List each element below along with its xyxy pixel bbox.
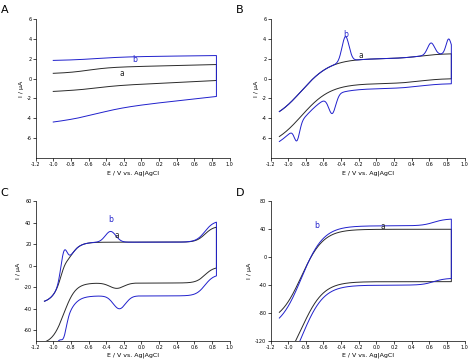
Y-axis label: I / μA: I / μA <box>19 80 24 96</box>
X-axis label: E / V vs. Ag|AgCl: E / V vs. Ag|AgCl <box>342 170 393 176</box>
X-axis label: E / V vs. Ag|AgCl: E / V vs. Ag|AgCl <box>107 353 159 359</box>
Text: b: b <box>343 29 348 39</box>
Y-axis label: I / μA: I / μA <box>247 263 253 279</box>
Text: b: b <box>315 221 319 230</box>
Text: D: D <box>236 188 244 198</box>
Text: b: b <box>133 55 137 64</box>
X-axis label: E / V vs. Ag|AgCl: E / V vs. Ag|AgCl <box>107 170 159 176</box>
Text: a: a <box>115 231 120 240</box>
Text: a: a <box>119 68 124 78</box>
Text: a: a <box>359 51 364 60</box>
Y-axis label: I / μA: I / μA <box>254 80 259 96</box>
Text: B: B <box>236 5 243 15</box>
X-axis label: E / V vs. Ag|AgCl: E / V vs. Ag|AgCl <box>342 353 393 359</box>
Y-axis label: I / μA: I / μA <box>16 263 21 279</box>
Text: b: b <box>108 215 113 224</box>
Text: a: a <box>381 222 385 230</box>
Text: A: A <box>0 5 9 15</box>
Text: C: C <box>0 188 9 198</box>
